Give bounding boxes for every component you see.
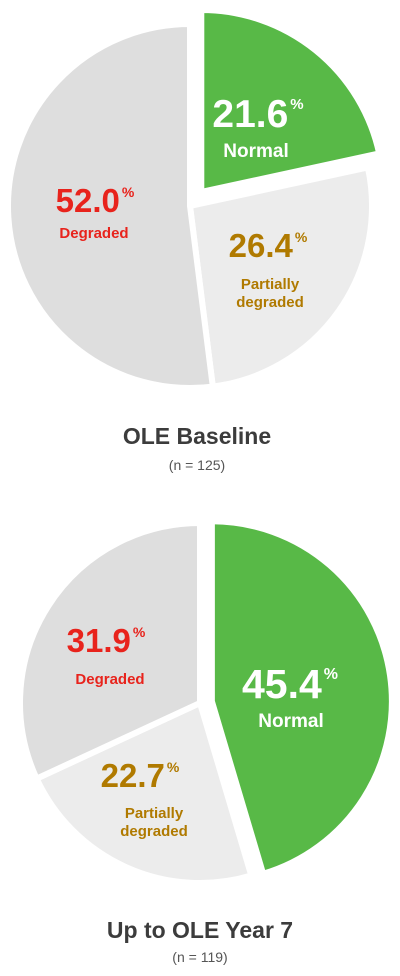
slice-value-degraded: 31.9% [67, 622, 146, 659]
pie-slice-normal [208, 518, 395, 877]
slice-value-normal: 45.4% [242, 661, 338, 707]
pie-slice-degraded [17, 520, 203, 782]
slice-label-partially-degraded: Partially [241, 276, 300, 293]
chart-title-ole-year-7: Up to OLE Year 7 [107, 917, 293, 943]
slice-value-degraded: 52.0% [56, 182, 135, 219]
slice-label-normal: Normal [223, 141, 288, 162]
slice-label-degraded: Degraded [75, 671, 144, 688]
pie-slice-normal [198, 6, 383, 195]
slice-label-partially-degraded-2: degraded [236, 294, 304, 311]
slice-label-normal: Normal [258, 711, 323, 732]
pie-slice-partially-degraded [33, 700, 255, 886]
slice-label-partially-degraded-2: degraded [120, 823, 188, 840]
slice-label-degraded: Degraded [59, 225, 128, 242]
chart-sample-size-ole-baseline: (n = 125) [169, 457, 225, 473]
chart-sample-size-ole-year-7: (n = 119) [172, 949, 227, 965]
slice-value-partially-degraded: 26.4% [229, 227, 308, 264]
pie-chart-ole-baseline: 21.6% Normal 26.4% Partially degraded 52… [5, 6, 383, 473]
slice-value-partially-degraded: 22.7% [101, 757, 180, 794]
slice-value-normal: 21.6% [212, 93, 303, 136]
pie-slice-degraded [5, 21, 216, 391]
chart-title-ole-baseline: OLE Baseline [123, 423, 271, 449]
pie-chart-ole-year-7: 45.4% Normal 31.9% Degraded 22.7% Partia… [17, 518, 395, 965]
slice-label-partially-degraded: Partially [125, 805, 184, 822]
pie-slice-partially-degraded [187, 164, 375, 390]
